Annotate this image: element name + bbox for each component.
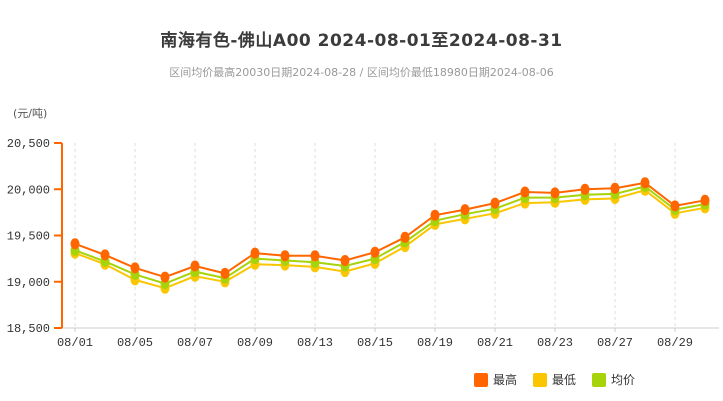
data-point-max[interactable]	[670, 200, 680, 212]
y-axis-label: 20,000	[7, 183, 50, 197]
legend-label: 均价	[611, 373, 636, 387]
data-point-max[interactable]	[160, 271, 170, 283]
data-point-max[interactable]	[520, 186, 530, 198]
data-point-max[interactable]	[400, 231, 410, 243]
y-axis-label: 19,500	[7, 230, 50, 244]
x-axis-label: 08/13	[297, 336, 333, 350]
page-subtitle: 区间均价最高20030日期2024-08-28 / 区间均价最低18980日期2…	[169, 66, 554, 79]
page-title: 南海有色-佛山A00 2024-08-01至2024-08-31	[160, 31, 563, 51]
chart-legend: 最高 最低 均价	[474, 371, 635, 388]
x-axis-label: 08/21	[477, 336, 513, 350]
x-axis-label: 08/19	[417, 336, 453, 350]
data-point-max[interactable]	[370, 246, 380, 258]
x-axis-label: 08/27	[597, 336, 633, 350]
x-axis-label: 08/07	[177, 336, 213, 350]
legend-swatch-icon	[474, 372, 488, 387]
data-point-max[interactable]	[130, 262, 140, 274]
series-line-avg	[74, 185, 706, 285]
data-point-max[interactable]	[430, 209, 440, 221]
y-axis-label: 19,000	[7, 276, 50, 290]
series-line-max	[74, 181, 706, 279]
legend-swatch-icon	[533, 372, 548, 387]
legend-label: 最高	[493, 373, 518, 387]
data-point-max[interactable]	[220, 267, 230, 279]
data-point-max[interactable]	[640, 177, 650, 189]
data-point-max[interactable]	[580, 183, 590, 195]
data-point-max[interactable]	[190, 260, 200, 272]
x-axis-label: 08/23	[537, 336, 573, 350]
legend-item-max[interactable]: 最高	[474, 371, 517, 388]
data-point-max[interactable]	[490, 197, 500, 209]
series-line-min	[74, 189, 706, 290]
data-point-max[interactable]	[340, 255, 350, 266]
data-point-max[interactable]	[550, 187, 560, 199]
data-point-max[interactable]	[700, 194, 710, 206]
legend-swatch-icon	[592, 372, 607, 387]
y-axis-unit-label: (元/吨)	[13, 107, 48, 120]
data-point-max[interactable]	[280, 250, 290, 262]
x-axis-label: 08/01	[57, 336, 93, 350]
data-point-max[interactable]	[460, 204, 470, 216]
data-point-max[interactable]	[250, 247, 260, 259]
legend-item-min[interactable]: 最低	[533, 371, 576, 388]
data-point-max[interactable]	[310, 250, 320, 262]
x-axis-label: 08/05	[117, 336, 153, 350]
legend-label: 最低	[552, 373, 577, 387]
x-axis-label: 08/09	[237, 336, 273, 350]
data-point-max[interactable]	[70, 238, 80, 250]
data-point-max[interactable]	[100, 249, 110, 261]
x-axis-label: 08/15	[357, 336, 393, 350]
legend-item-avg[interactable]: 均价	[592, 371, 635, 388]
y-axis-label: 18,500	[7, 322, 50, 336]
data-point-max[interactable]	[610, 182, 620, 194]
y-axis-label: 20,500	[7, 137, 50, 151]
x-axis-label: 08/29	[657, 336, 693, 350]
